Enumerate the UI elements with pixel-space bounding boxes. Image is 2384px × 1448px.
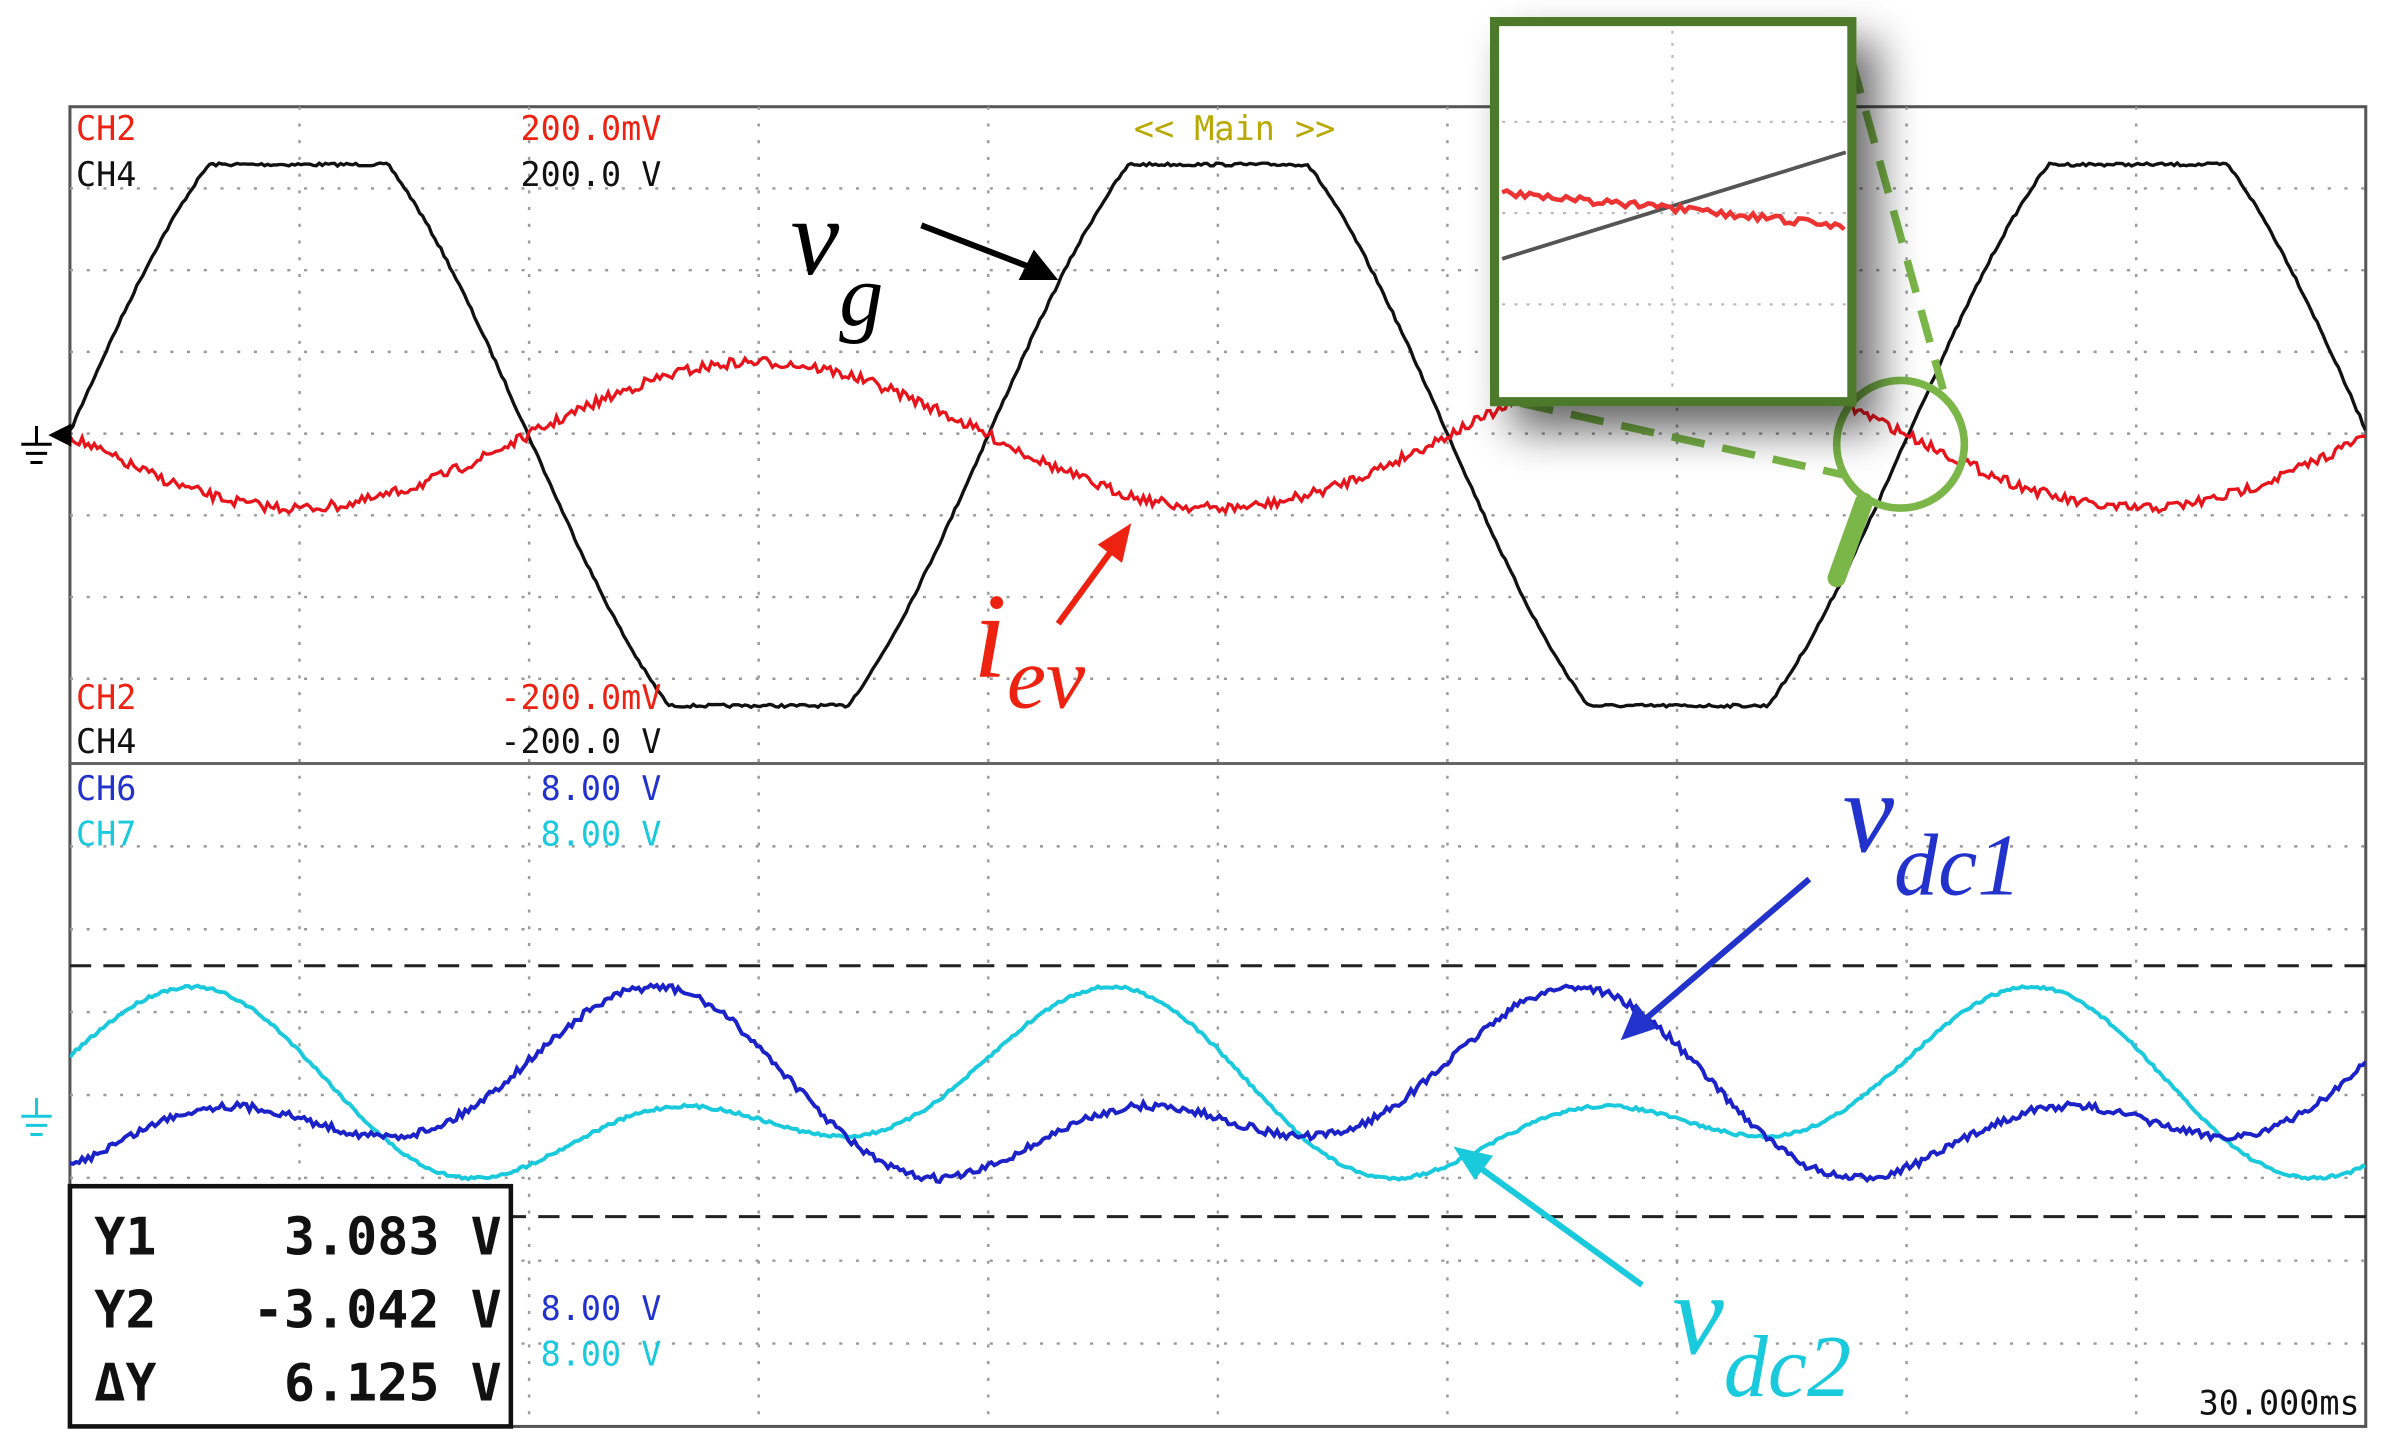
channel-scale: 8.00 V [541, 769, 662, 808]
zoom-circle [1832, 376, 1969, 512]
arrow-head [1620, 1003, 1658, 1041]
arrow-head [1453, 1146, 1494, 1181]
inset-trace [1501, 150, 1847, 261]
channel-scale: 200.0 V [520, 155, 661, 194]
signal-label: iev [973, 570, 1086, 727]
timebase: << Main >> [1134, 109, 1335, 148]
zoom-connector [1519, 60, 1947, 479]
signal-label: vdc1 [1843, 749, 2022, 915]
channel-name: CH6 [76, 769, 136, 808]
waveform [69, 982, 2366, 1185]
readout-value: -3.042 V [253, 1281, 502, 1341]
readout-value: 3.083 V [284, 1208, 502, 1268]
channel-scale: -200.0mV [500, 678, 661, 717]
channel-scale: 200.0mV [520, 109, 661, 148]
readout-label: Y1 [94, 1208, 156, 1268]
channel-scale: -200.0 V [500, 722, 661, 761]
arrow-head [1097, 523, 1132, 563]
readout-label: ΔY [94, 1354, 156, 1414]
waveform [69, 160, 2366, 710]
waveform [69, 351, 2366, 516]
channel-name: CH4 [76, 722, 136, 761]
channel-name: CH2 [76, 678, 136, 717]
channel-name: CH4 [76, 155, 136, 194]
waveforms [69, 160, 2366, 1185]
waveform [69, 983, 2366, 1182]
readout-value: 6.125 V [284, 1354, 502, 1414]
ground-marker [21, 423, 72, 465]
ground-marker [21, 1098, 52, 1137]
time-scale: 30.000ms [2199, 1383, 2360, 1422]
channel-name: CH7 [76, 815, 136, 854]
arrow [1469, 1159, 1644, 1288]
inset-trace [1501, 187, 1846, 232]
magnifier-handle [1827, 492, 1874, 588]
readout-label: Y2 [94, 1281, 156, 1341]
arrow [920, 222, 1042, 274]
signal-label: vdc2 [1672, 1250, 1851, 1416]
channel-scale: 8.00 V [541, 1289, 662, 1328]
arrow [1055, 542, 1119, 626]
channel-scale: 8.00 V [541, 1335, 662, 1374]
arrow [1640, 876, 1812, 1025]
channel-scale: 8.00 V [541, 815, 662, 854]
channel-name: CH2 [76, 109, 136, 148]
arrow-head [1018, 249, 1059, 281]
signal-label: vg [791, 176, 884, 346]
readout-box [67, 1183, 514, 1429]
